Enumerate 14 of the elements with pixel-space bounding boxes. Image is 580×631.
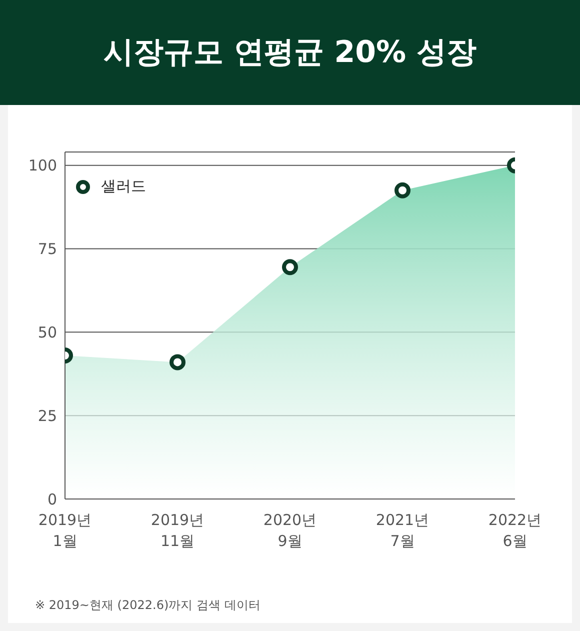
x-tick-label: 2022년 6월	[488, 511, 542, 550]
x-tick-label: 2020년 9월	[263, 511, 317, 550]
text: ※ 2019~현재 (2022.6)까지 검색 데이터	[35, 597, 260, 614]
chart-title: 시장규모 연평균 20% 성장	[0, 0, 580, 105]
x-tick-label: 2021년 7월	[376, 511, 430, 550]
point	[282, 259, 298, 276]
y-tick-label: 100	[28, 156, 57, 175]
y-tick-label: 25	[38, 406, 57, 425]
y-tick-label: 0	[47, 490, 57, 508]
y-tick-label: 50	[38, 324, 57, 342]
x-tick-label: 2019년 1월	[38, 511, 92, 550]
y-tick-label: 75	[38, 240, 57, 258]
legend-label: 샐러드	[101, 177, 146, 196]
x-tick-label: 2019년 11월	[150, 511, 204, 550]
